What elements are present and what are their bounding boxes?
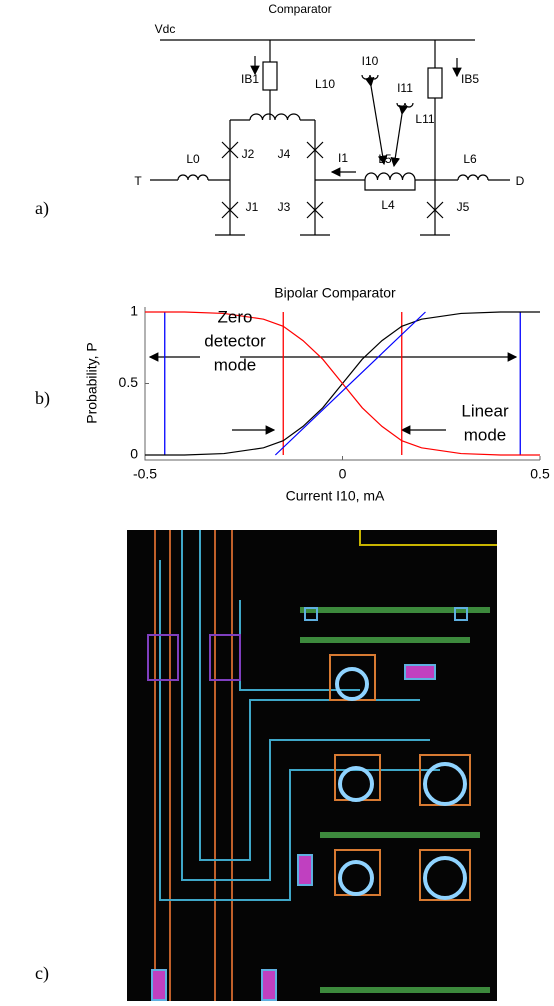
- circuit-title: Comparator: [268, 2, 331, 16]
- component-label: L11: [415, 112, 434, 126]
- y-axis-label: Probability, P: [84, 342, 100, 423]
- x-tick-label: -0.5: [133, 466, 157, 482]
- component-label: IB1: [241, 72, 259, 86]
- component-label: J2: [242, 147, 255, 161]
- component-label: T: [134, 174, 142, 188]
- panel-label: c): [35, 963, 49, 984]
- component-label: L5: [378, 152, 392, 166]
- annotation: Zero: [218, 307, 253, 326]
- component-label: I1: [338, 151, 348, 165]
- component-label: L0: [186, 152, 200, 166]
- component-label: J3: [278, 200, 291, 214]
- panel-label: b): [35, 388, 50, 409]
- component-label: J5: [457, 200, 470, 214]
- component-label: I10: [362, 54, 379, 68]
- x-tick-label: 0: [339, 466, 347, 482]
- series-line: [275, 312, 425, 455]
- annotation: Linear: [461, 401, 509, 420]
- x-axis-label: Current I10, mA: [286, 488, 385, 504]
- y-tick-label: 0: [130, 446, 138, 462]
- component-label: J1: [246, 200, 259, 214]
- annotation: detector: [204, 331, 266, 350]
- x-tick-label: 0.5: [530, 466, 550, 482]
- layout-image: [127, 530, 497, 1001]
- component-label: J4: [278, 147, 291, 161]
- plot: Bipolar Comparator Current I10, mA Probabi…: [84, 285, 550, 504]
- component-label: D: [516, 174, 525, 188]
- component-label: L4: [381, 198, 395, 212]
- component-label: L10: [315, 77, 335, 91]
- component-label: I11: [397, 81, 413, 95]
- annotation: mode: [214, 355, 257, 374]
- y-tick-label: 1: [130, 303, 138, 319]
- component-label: IB5: [461, 72, 479, 86]
- y-tick-label: 0.5: [119, 374, 139, 390]
- panel-label: a): [35, 198, 49, 219]
- annotation: mode: [464, 425, 507, 444]
- figure: Comparator a) VdcIB1L10I10I11L11IB5J2J4I…: [0, 0, 554, 1001]
- chart-title: Bipolar Comparator: [274, 285, 396, 301]
- component-label: Vdc: [155, 22, 176, 36]
- component-label: L6: [463, 152, 477, 166]
